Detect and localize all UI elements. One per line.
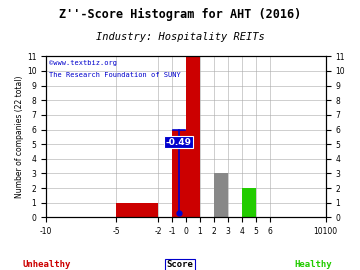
Text: -0.49: -0.49 [165,138,192,147]
Bar [186,56,200,217]
Text: Score: Score [167,260,193,269]
Bar [242,188,256,217]
Text: Unhealthy: Unhealthy [23,260,71,269]
Text: ©www.textbiz.org: ©www.textbiz.org [49,59,117,66]
Bar [172,130,186,217]
Bar [116,203,158,217]
Y-axis label: Number of companies (22 total): Number of companies (22 total) [15,76,24,198]
Text: Industry: Hospitality REITs: Industry: Hospitality REITs [96,32,264,42]
Text: Healthy: Healthy [294,260,332,269]
Bar [214,173,228,217]
Text: The Research Foundation of SUNY: The Research Foundation of SUNY [49,72,181,78]
Text: Z''-Score Histogram for AHT (2016): Z''-Score Histogram for AHT (2016) [59,8,301,21]
